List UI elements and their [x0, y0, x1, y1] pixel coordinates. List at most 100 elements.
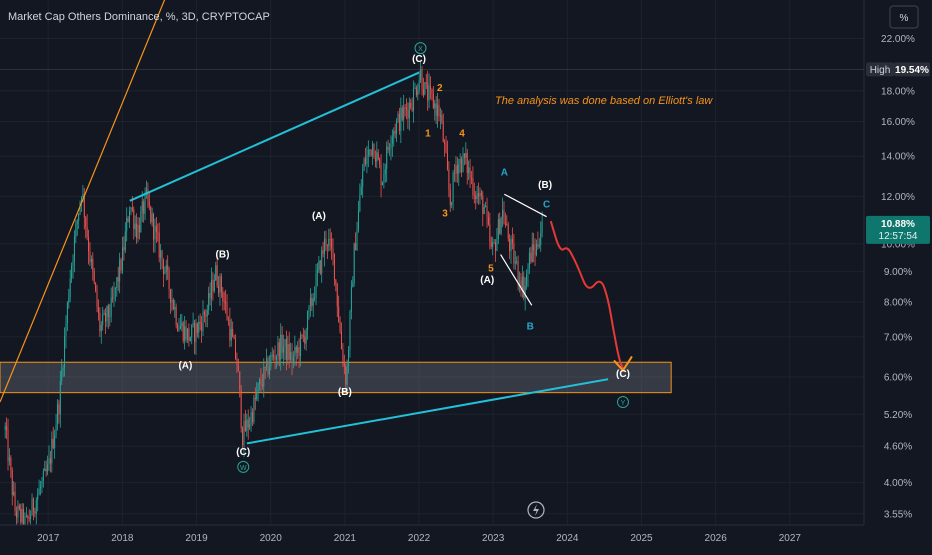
candle-body: [496, 238, 498, 251]
candle-body: [15, 511, 18, 518]
x-tick-label: 2023: [482, 533, 505, 544]
candle-body: [427, 83, 429, 101]
candle-body: [96, 290, 98, 308]
candle-body: [27, 515, 29, 519]
candle-body: [198, 321, 200, 333]
candle-body: [23, 509, 25, 529]
candle-body: [520, 280, 522, 291]
candle-body: [425, 82, 427, 84]
candle-body: [357, 210, 359, 231]
high-label: High: [870, 65, 891, 76]
resistance-trendline: [129, 71, 420, 202]
trendlines-layer: [0, 0, 609, 445]
candle-body: [275, 356, 277, 360]
y-tick-label: 9.00%: [884, 267, 912, 278]
countdown-timer: 12:57:54: [879, 231, 918, 242]
candle-body: [285, 339, 287, 360]
candle-body: [160, 250, 162, 258]
candle-body: [305, 330, 307, 344]
candle-body: [350, 287, 352, 312]
candle-body: [514, 262, 516, 264]
candle-body: [446, 152, 448, 170]
candle-body: [493, 242, 495, 244]
candle-body: [113, 289, 115, 299]
projection-layer: [550, 220, 633, 373]
candle-body: [268, 366, 270, 375]
candle-body: [372, 143, 374, 156]
candle-body: [311, 298, 313, 306]
candle-body: [140, 211, 142, 233]
candle-body: [540, 232, 542, 245]
candle-body: [487, 216, 489, 225]
candle-body: [526, 274, 528, 286]
y-tick-label: 10.00%: [881, 239, 915, 250]
candle-body: [437, 104, 439, 116]
percent-scale-button[interactable]: [889, 5, 919, 29]
tradingview-logo-icon[interactable]: [527, 501, 545, 519]
candle-body: [335, 279, 337, 285]
candle-body: [469, 167, 471, 178]
candle-body: [246, 419, 248, 431]
candle-body: [210, 279, 212, 299]
candle-body: [244, 421, 246, 431]
high-tag: High 19.54%: [866, 62, 930, 77]
candle-body: [307, 311, 309, 331]
candles-layer: [4, 61, 543, 540]
time-scale[interactable]: [0, 525, 864, 550]
candle-body: [322, 250, 324, 254]
candle-body: [441, 115, 443, 122]
wave-label: (C): [236, 447, 250, 458]
candle-body: [25, 515, 27, 517]
candle-body: [177, 325, 179, 331]
candle-body: [172, 299, 174, 310]
candle-body: [405, 107, 407, 111]
candle-body: [38, 488, 40, 496]
candle-body: [480, 192, 482, 196]
candle-body: [147, 189, 149, 202]
candle-body: [373, 143, 375, 158]
candle-body: [112, 297, 114, 299]
candle-body: [537, 243, 539, 247]
candle-body: [359, 194, 361, 211]
support-zone: [0, 361, 672, 394]
candle-body: [59, 380, 61, 415]
candle-body: [227, 319, 229, 321]
candle-body: [253, 397, 255, 422]
candle-body: [225, 301, 227, 304]
last-price-tag: 10.88% 12:57:54: [866, 215, 930, 244]
wave-label: (C): [616, 369, 630, 380]
candle-body: [136, 223, 138, 239]
candle-body: [497, 219, 499, 239]
candle-body: [302, 335, 304, 337]
candle-body: [240, 389, 242, 429]
candle-body: [40, 486, 42, 489]
candle-body: [47, 464, 49, 472]
y-tick-label: 6.00%: [884, 373, 912, 384]
x-tick-label: 2017: [37, 533, 60, 544]
candle-body: [134, 223, 136, 230]
wave-label: A: [501, 168, 508, 179]
candle-body: [413, 88, 415, 111]
candle-body: [239, 371, 241, 390]
candle-body: [254, 397, 256, 400]
candle-body: [61, 370, 63, 381]
candle-body: [342, 349, 344, 364]
candle-body: [533, 244, 535, 251]
uptrend-trendline: [0, 0, 166, 403]
candle-body: [494, 242, 497, 251]
candle-body: [424, 82, 426, 95]
candle-body: [28, 518, 30, 519]
candle-body: [216, 265, 218, 286]
candle-body: [352, 282, 354, 288]
candle-body: [90, 259, 92, 263]
candle-body: [256, 392, 258, 400]
candle-body: [431, 89, 433, 94]
candle-body: [58, 404, 60, 415]
price-scale[interactable]: [864, 0, 932, 550]
candle-body: [485, 205, 487, 208]
candle-body: [141, 201, 143, 212]
support-trendline: [246, 378, 609, 445]
candle-body: [263, 366, 265, 387]
